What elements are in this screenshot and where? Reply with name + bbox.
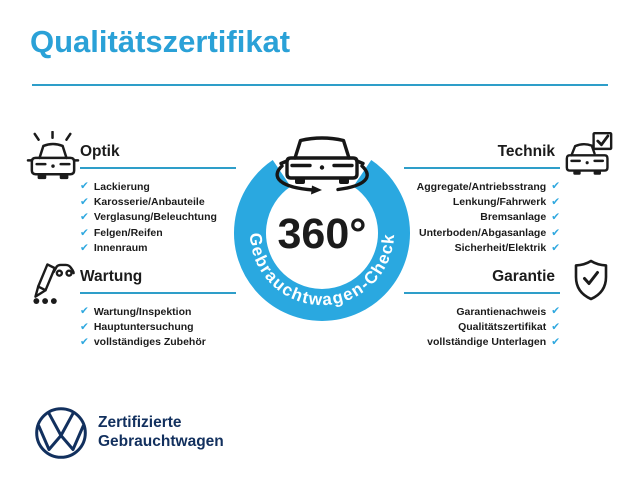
checklist-technik: Aggregate/Antriebsstrang ✔ Lenkung/Fahrwer… (368, 179, 560, 256)
checklist-item-label: Innenraum (93, 242, 148, 255)
checklist-item-label: Qualitätszertifikat (458, 321, 547, 334)
car-checkbox-icon (565, 131, 613, 175)
checklist-item: Lenkung/Fahrwerk ✔ (368, 194, 560, 209)
checklist-item-label: Garantienachweis (456, 305, 547, 318)
section-rule-technik (404, 167, 560, 169)
section-rule-garantie (404, 292, 560, 294)
checklist-item: ✔ Hauptuntersuchung (80, 319, 206, 334)
checklist-item-label: vollständiges Zubehör (93, 336, 206, 349)
checklist-item-label: Hauptuntersuchung (93, 321, 194, 334)
check-icon: ✔ (551, 336, 560, 349)
checklist-item-label: vollständige Unterlagen (427, 336, 547, 349)
service-pen-icon (33, 263, 75, 304)
check-icon: ✔ (80, 226, 89, 239)
checklist-item: ✔ Felgen/Reifen (80, 225, 217, 240)
checklist-item-label: Lackierung (93, 180, 150, 193)
checklist-wartung: ✔ Wartung/Inspektion ✔ Hauptuntersuchung ✔ vo… (80, 304, 206, 350)
section-heading-garantie: Garantie (492, 268, 555, 285)
check-icon: ✔ (551, 305, 560, 318)
checklist-item: vollständige Unterlagen ✔ (368, 335, 560, 350)
checklist-item-label: Verglasung/Beleuchtung (93, 211, 217, 224)
check-icon: ✔ (80, 336, 89, 349)
check-icon: ✔ (80, 211, 89, 224)
checklist-item: Unterboden/Abgasanlage ✔ (368, 225, 560, 240)
checklist-item: ✔ Verglasung/Beleuchtung (80, 210, 217, 225)
checklist-item: ✔ Innenraum (80, 241, 217, 256)
section-heading-wartung: Wartung (80, 268, 143, 285)
section-heading-optik: Optik (80, 143, 120, 160)
checklist-item-label: Wartung/Inspektion (93, 305, 192, 318)
checklist-item-label: Karosserie/Anbauteile (93, 196, 205, 209)
checklist-item: Bremsanlage ✔ (368, 210, 560, 225)
checklist-optik: ✔ Lackierung ✔ Karosserie/Anbauteile ✔ Vergla… (80, 179, 217, 256)
check-icon: ✔ (80, 320, 89, 333)
checklist-item-label: Felgen/Reifen (93, 226, 163, 239)
checklist-item: Garantienachweis ✔ (368, 304, 560, 319)
car-rotation-icon (275, 136, 369, 195)
section-rule-optik (80, 167, 236, 169)
check-icon: ✔ (551, 242, 560, 254)
badge-degree-label: 360° (278, 210, 367, 258)
page-title: Qualitätszertifikat (30, 24, 291, 59)
checklist-item-label: Bremsanlage (480, 211, 547, 224)
brand-text: Zertifizierte Gebrauchtwagen (98, 413, 224, 451)
check-icon: ✔ (551, 320, 560, 333)
360-check-badge: Gebrauchtwagen-Check 360° (234, 136, 410, 321)
shield-check-icon (574, 259, 608, 301)
checklist-item-label: Lenkung/Fahrwerk (452, 196, 547, 209)
section-rule-wartung (80, 292, 236, 294)
check-icon: ✔ (551, 211, 560, 224)
checklist-item: Qualitätszertifikat ✔ (368, 319, 560, 334)
check-icon: ✔ (551, 180, 560, 193)
checklist-garantie: Garantienachweis ✔ Qualitätszertifikat ✔ vol… (368, 304, 560, 350)
section-heading-technik: Technik (497, 143, 555, 160)
title-divider (32, 84, 608, 86)
badge-ring (234, 160, 410, 321)
checklist-item: Aggregate/Antriebsstrang ✔ (368, 179, 560, 194)
checklist-item: ✔ Lackierung (80, 179, 217, 194)
checklist-item-label: Sicherheit/Elektrik (454, 242, 547, 255)
vw-logo (35, 407, 87, 459)
brand-line1: Zertifizierte (98, 414, 182, 431)
check-icon: ✔ (80, 195, 89, 208)
car-shine-icon (26, 131, 80, 180)
check-icon: ✔ (80, 242, 89, 254)
checklist-item-label: Unterboden/Abgasanlage (419, 226, 547, 239)
checklist-item-label: Aggregate/Antriebsstrang (416, 180, 547, 193)
checklist-item: ✔ Wartung/Inspektion (80, 304, 206, 319)
brand-line2: Gebrauchtwagen (98, 433, 224, 450)
check-icon: ✔ (551, 195, 560, 208)
check-icon: ✔ (80, 305, 89, 318)
checklist-item: Sicherheit/Elektrik ✔ (368, 241, 560, 256)
checklist-item: ✔ vollständiges Zubehör (80, 335, 206, 350)
check-icon: ✔ (80, 180, 89, 193)
check-icon: ✔ (551, 226, 560, 239)
checklist-item: ✔ Karosserie/Anbauteile (80, 194, 217, 209)
